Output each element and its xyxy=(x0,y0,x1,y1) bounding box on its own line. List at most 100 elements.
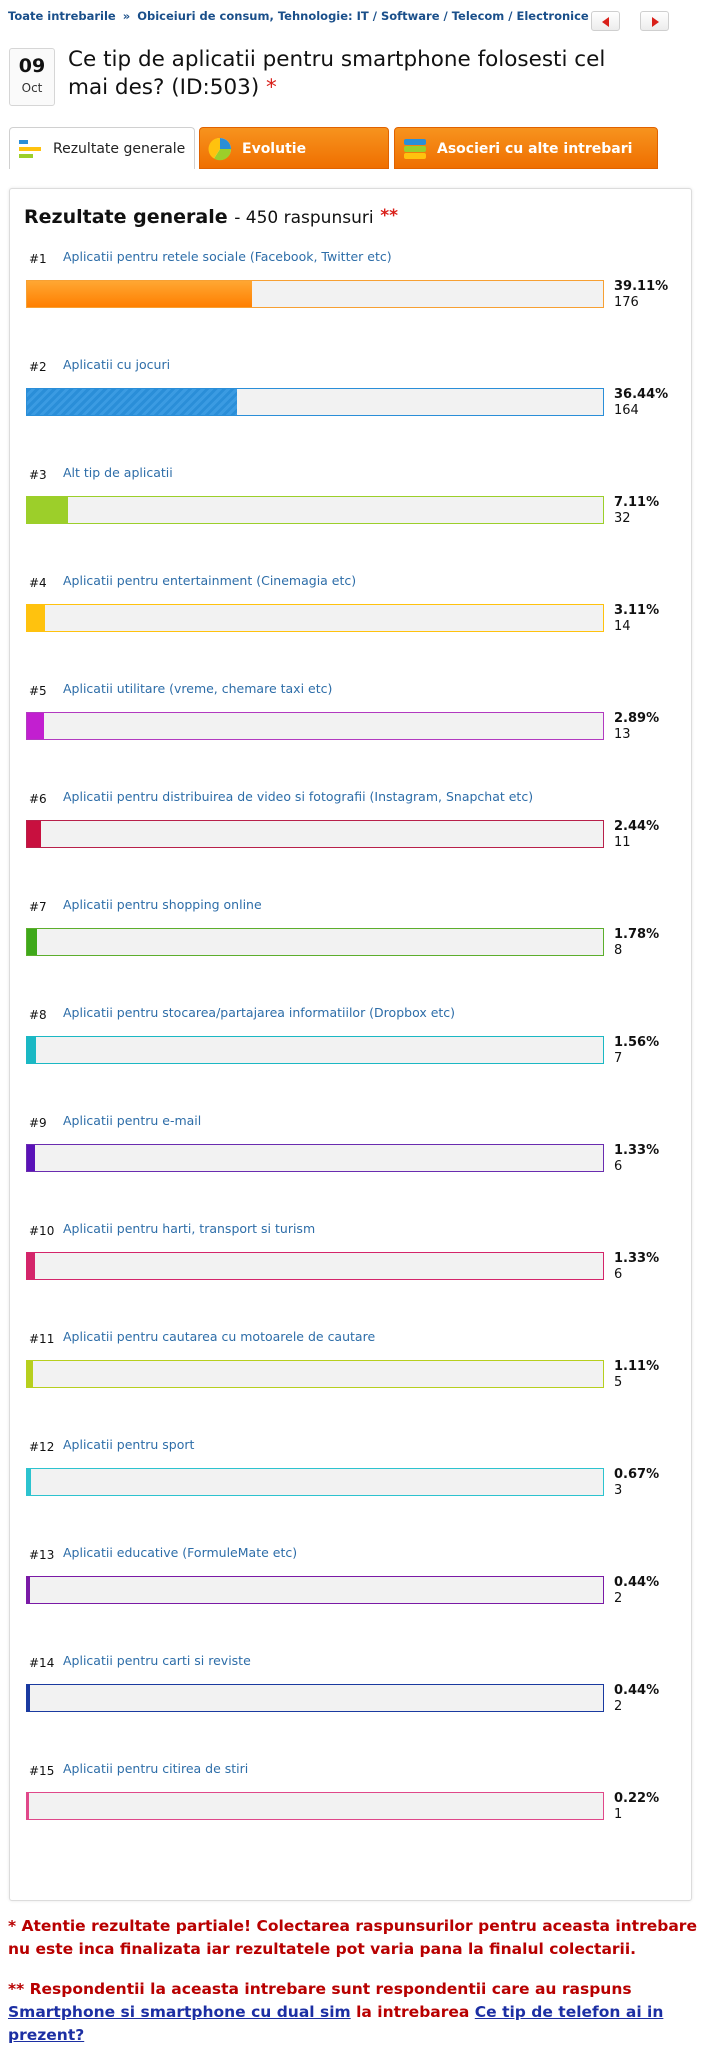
result-bar xyxy=(26,1684,604,1712)
tab-bar: Rezultate generale Evolutie raspunsuri A… xyxy=(9,127,699,199)
result-percent: 0.22% xyxy=(614,1791,660,1806)
result-percent: 2.44% xyxy=(614,819,660,834)
question-date: 09 Oct xyxy=(9,48,55,106)
result-bar xyxy=(26,1036,604,1064)
results-title: Rezultate generale - 450 raspunsuri ** xyxy=(24,206,398,228)
result-rank: #8 xyxy=(29,1008,47,1022)
result-label[interactable]: Aplicatii pentru retele sociale (Faceboo… xyxy=(63,249,392,264)
result-percent: 36.44% xyxy=(614,387,669,402)
result-label[interactable]: Aplicatii pentru sport xyxy=(63,1437,195,1452)
result-bar xyxy=(26,928,604,956)
result-percent: 1.33% xyxy=(614,1143,660,1158)
result-item: #9 Aplicatii pentru e-mail 1.33% 6 xyxy=(25,1111,685,1201)
respondents-link-question[interactable]: Ce tip de telefon ai in prezent? xyxy=(8,2003,664,2044)
result-item: #15 Aplicatii pentru citirea de stiri 0.22… xyxy=(25,1759,685,1849)
result-bar-fill xyxy=(27,1685,30,1711)
result-bar xyxy=(26,604,604,632)
result-rank: #10 xyxy=(29,1224,55,1238)
respondents-link-answer[interactable]: Smartphone si smartphone cu dual sim xyxy=(8,2003,351,2021)
result-label[interactable]: Aplicatii pentru e-mail xyxy=(63,1113,202,1128)
breadcrumb-link-category[interactable]: Obiceiuri de consum, Tehnologie: IT / So… xyxy=(137,9,589,23)
result-bar xyxy=(26,712,604,740)
result-bar xyxy=(26,496,604,524)
result-bar-fill xyxy=(27,1361,33,1387)
result-votes: 176 xyxy=(614,295,639,310)
result-label[interactable]: Aplicatii utilitare (vreme, chemare taxi… xyxy=(63,681,333,696)
next-question-button[interactable] xyxy=(640,11,669,31)
result-percent: 0.44% xyxy=(614,1683,660,1698)
result-percent: 1.78% xyxy=(614,927,660,942)
result-bar-fill xyxy=(27,1037,36,1063)
result-percent: 2.89% xyxy=(614,711,660,726)
tab-label: Rezultate generale xyxy=(53,141,186,157)
result-rank: #13 xyxy=(29,1548,55,1562)
result-label[interactable]: Aplicatii pentru citirea de stiri xyxy=(63,1761,249,1776)
result-label[interactable]: Aplicatii pentru shopping online xyxy=(63,897,262,912)
breadcrumb: Toate intrebarile » Obiceiuri de consum,… xyxy=(8,9,606,23)
previous-question-button[interactable] xyxy=(591,11,620,31)
result-rank: #2 xyxy=(29,360,47,374)
result-item: #13 Aplicatii educative (FormuleMate etc)… xyxy=(25,1543,685,1633)
result-bar-fill xyxy=(27,821,41,847)
respondents-middle: la intrebarea xyxy=(356,2003,470,2021)
tab-associations[interactable]: Asocieri cu alte intrebari (12) xyxy=(394,127,658,199)
result-votes: 14 xyxy=(614,619,631,634)
date-day: 09 xyxy=(18,55,46,77)
result-item: #3 Alt tip de aplicatii 7.11% 32 xyxy=(25,463,685,553)
result-bar-fill xyxy=(27,497,68,523)
result-label[interactable]: Aplicatii pentru distribuirea de video s… xyxy=(63,789,534,804)
question-title-text: Ce tip de aplicatii pentru smartphone fo… xyxy=(68,47,606,100)
result-rank: #4 xyxy=(29,576,47,590)
result-bar-fill xyxy=(27,605,45,631)
result-item: #7 Aplicatii pentru shopping online 1.78% 8 xyxy=(25,895,685,985)
result-item: #14 Aplicatii pentru carti si reviste 0.44… xyxy=(25,1651,685,1741)
result-votes: 2 xyxy=(614,1591,623,1606)
result-label[interactable]: Aplicatii cu jocuri xyxy=(63,357,171,372)
result-rank: #1 xyxy=(29,252,47,266)
arrow-left-icon xyxy=(602,17,609,27)
result-bar xyxy=(26,1468,604,1496)
result-bar-fill xyxy=(27,713,44,739)
result-rank: #12 xyxy=(29,1440,55,1454)
result-item: #1 Aplicatii pentru retele sociale (Faceb… xyxy=(25,247,685,337)
result-item: #8 Aplicatii pentru stocarea/partajarea i… xyxy=(25,1003,685,1093)
result-label[interactable]: Alt tip de aplicatii xyxy=(63,465,173,480)
result-votes: 6 xyxy=(614,1267,623,1282)
results-list-icon xyxy=(19,140,41,158)
result-votes: 7 xyxy=(614,1051,623,1066)
result-rank: #14 xyxy=(29,1656,55,1670)
result-bar-fill xyxy=(27,1577,30,1603)
result-votes: 11 xyxy=(614,835,631,850)
result-label[interactable]: Aplicatii pentru entertainment (Cinemagi… xyxy=(63,573,357,588)
result-percent: 1.11% xyxy=(614,1359,660,1374)
partial-results-note: * Atentie rezultate partiale! Colectarea… xyxy=(8,1917,697,1958)
result-rank: #11 xyxy=(29,1332,55,1346)
breadcrumb-link-all-questions[interactable]: Toate intrebarile xyxy=(8,9,116,23)
result-percent: 0.67% xyxy=(614,1467,660,1482)
respondents-prefix: ** Respondentii la aceasta intrebare sun… xyxy=(8,1980,632,1998)
result-bar xyxy=(26,1144,604,1172)
result-label[interactable]: Aplicatii pentru carti si reviste xyxy=(63,1653,251,1668)
result-item: #12 Aplicatii pentru sport 0.67% 3 xyxy=(25,1435,685,1525)
result-item: #11 Aplicatii pentru cautarea cu motoarel… xyxy=(25,1327,685,1417)
result-rank: #5 xyxy=(29,684,47,698)
result-votes: 8 xyxy=(614,943,623,958)
result-item: #4 Aplicatii pentru entertainment (Cinema… xyxy=(25,571,685,661)
result-percent: 0.44% xyxy=(614,1575,660,1590)
question-title-star: * xyxy=(266,75,277,100)
result-percent: 1.56% xyxy=(614,1035,660,1050)
tab-general-results[interactable]: Rezultate generale xyxy=(9,127,195,169)
result-label[interactable]: Aplicatii pentru stocarea/partajarea inf… xyxy=(63,1005,456,1020)
result-item: #6 Aplicatii pentru distribuirea de video… xyxy=(25,787,685,877)
result-bar-fill xyxy=(27,1253,35,1279)
results-stars: ** xyxy=(380,206,398,226)
pie-chart-icon xyxy=(208,137,232,161)
result-label[interactable]: Aplicatii pentru harti, transport si tur… xyxy=(63,1221,316,1236)
result-label[interactable]: Aplicatii educative (FormuleMate etc) xyxy=(63,1545,298,1560)
result-bar xyxy=(26,1792,604,1820)
result-votes: 164 xyxy=(614,403,639,418)
tab-response-evolution[interactable]: Evolutie raspunsuri xyxy=(199,127,389,199)
result-rank: #15 xyxy=(29,1764,55,1778)
result-label[interactable]: Aplicatii pentru cautarea cu motoarele d… xyxy=(63,1329,376,1344)
respondents-note: ** Respondentii la aceasta intrebare sun… xyxy=(8,1978,698,2045)
